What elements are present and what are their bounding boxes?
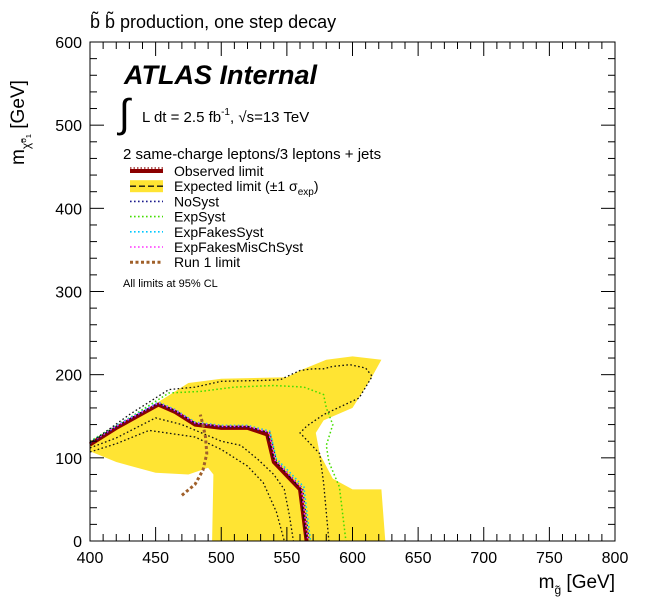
legend-label: Expected limit (±1 σexp) xyxy=(174,178,319,198)
x-tick-label: 800 xyxy=(602,550,629,567)
series-observed-limit xyxy=(88,402,309,542)
cl-note: All limits at 95% CL xyxy=(123,278,218,290)
x-tick-label: 450 xyxy=(142,550,169,567)
expected-band-layer xyxy=(90,356,386,541)
legend-item: ExpFakesSyst xyxy=(130,224,264,240)
legend-label: NoSyst xyxy=(174,193,219,209)
legend-label: ExpFakesSyst xyxy=(174,224,264,240)
legend-label: ExpFakesMisChSyst xyxy=(174,239,303,255)
series-expfakesmischsyst xyxy=(89,402,309,542)
chart-title: b̃ b̃ production, one step decay xyxy=(90,11,336,32)
legend-label: ExpSyst xyxy=(174,209,225,225)
legend-item: ExpSyst xyxy=(130,209,225,225)
series-expected-limit-1-exp xyxy=(89,402,308,542)
y-tick-label: 200 xyxy=(55,368,82,385)
legend-label: Observed limit xyxy=(174,163,264,179)
legend-item: ExpFakesMisChSyst xyxy=(130,239,303,255)
y-tick-label: 0 xyxy=(73,534,82,551)
limit-lines-layer xyxy=(88,364,373,542)
x-tick-label: 650 xyxy=(405,550,432,567)
x-tick-label: 500 xyxy=(208,550,235,567)
series-expsyst xyxy=(89,384,347,542)
legend-item: NoSyst xyxy=(130,193,219,209)
y-axis-label: mχ̃⁰₁ [GeV] xyxy=(8,80,33,165)
expected-limit-band xyxy=(90,356,386,541)
integral-sign: ∫ xyxy=(117,92,133,136)
legend-item: Expected limit (±1 σexp) xyxy=(130,178,319,198)
series-run-1-limit xyxy=(180,414,209,497)
legend-swatch-band xyxy=(130,180,163,193)
y-tick-label: 300 xyxy=(55,285,82,302)
y-axis-ticks: 0 100 200 300 400 500 600 xyxy=(55,35,615,551)
x-tick-label: 600 xyxy=(339,550,366,567)
x-tick-label: 700 xyxy=(470,550,497,567)
series-contour-6 xyxy=(89,417,295,542)
luminosity-label: L dt = 2.5 fb-1, √s=13 TeV xyxy=(142,107,309,126)
atlas-label: ATLAS Internal xyxy=(123,60,318,90)
channel-label: 2 same-charge leptons/3 leptons + jets xyxy=(123,146,381,163)
x-tick-label: 750 xyxy=(536,550,563,567)
legend-label: Run 1 limit xyxy=(174,254,240,270)
x-axis-ticks: 400 450 500 550 600 650 700 750 800 xyxy=(77,42,629,567)
y-tick-label: 400 xyxy=(55,201,82,218)
legend-item: Observed limit xyxy=(130,163,264,179)
y-tick-label: 100 xyxy=(55,451,82,468)
series-contour-7 xyxy=(89,364,373,542)
y-tick-label: 500 xyxy=(55,118,82,135)
legend-item: Run 1 limit xyxy=(130,254,240,270)
x-axis-label: mg̃ [GeV] xyxy=(539,572,615,597)
y-tick-label: 600 xyxy=(55,35,82,52)
x-tick-label: 400 xyxy=(77,550,104,567)
x-tick-label: 550 xyxy=(274,550,301,567)
